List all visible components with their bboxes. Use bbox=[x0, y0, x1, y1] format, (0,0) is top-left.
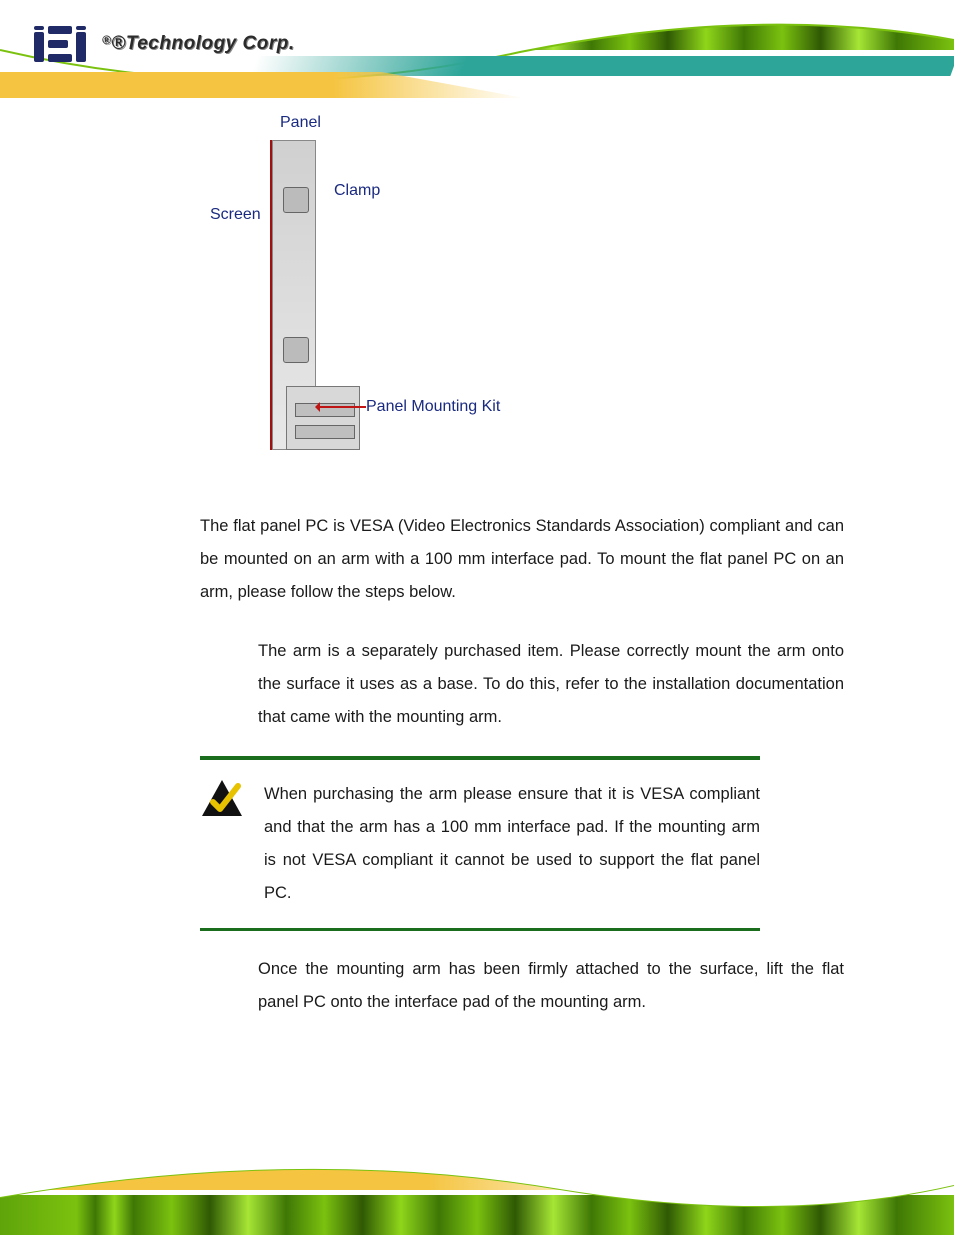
diagram-label-screen: Screen bbox=[210, 206, 261, 224]
brand-tagline-text: ®Technology Corp. bbox=[111, 33, 294, 54]
step-1-text: The arm is a separately purchased item. … bbox=[258, 635, 844, 734]
diagram-label-panel: Panel bbox=[280, 114, 321, 132]
diagram-label-clamp: Clamp bbox=[334, 182, 380, 200]
step-2-text: Once the mounting arm has been firmly at… bbox=[258, 953, 844, 1019]
registered-mark: ® bbox=[102, 33, 111, 47]
note-rule-top bbox=[200, 756, 760, 760]
page-header: ®®Technology Corp. bbox=[0, 0, 954, 120]
diagram-mounting-kit bbox=[286, 386, 360, 450]
note-rule-bottom bbox=[200, 928, 760, 932]
brand-tagline: ®®Technology Corp. bbox=[102, 33, 295, 55]
note-body: When purchasing the arm please ensure th… bbox=[200, 764, 760, 924]
intro-paragraph: The flat panel PC is VESA (Video Electro… bbox=[200, 510, 844, 609]
logo-mark-icon bbox=[34, 26, 96, 62]
diagram-label-kit: Panel Mounting Kit bbox=[366, 398, 500, 416]
note-block: When purchasing the arm please ensure th… bbox=[200, 756, 844, 931]
diagram-arrow bbox=[318, 406, 366, 408]
note-text: When purchasing the arm please ensure th… bbox=[264, 778, 760, 910]
page: ®®Technology Corp. Panel Screen Clamp Pa… bbox=[0, 0, 954, 1235]
brand-logo: ®®Technology Corp. bbox=[34, 26, 295, 62]
caution-check-icon bbox=[200, 778, 244, 818]
footer-curve bbox=[0, 1115, 954, 1235]
mounting-diagram: Panel Screen Clamp Panel Mounting Kit bbox=[210, 110, 590, 470]
page-content: Panel Screen Clamp Panel Mounting Kit Th… bbox=[0, 110, 954, 1041]
page-footer bbox=[0, 1115, 954, 1235]
